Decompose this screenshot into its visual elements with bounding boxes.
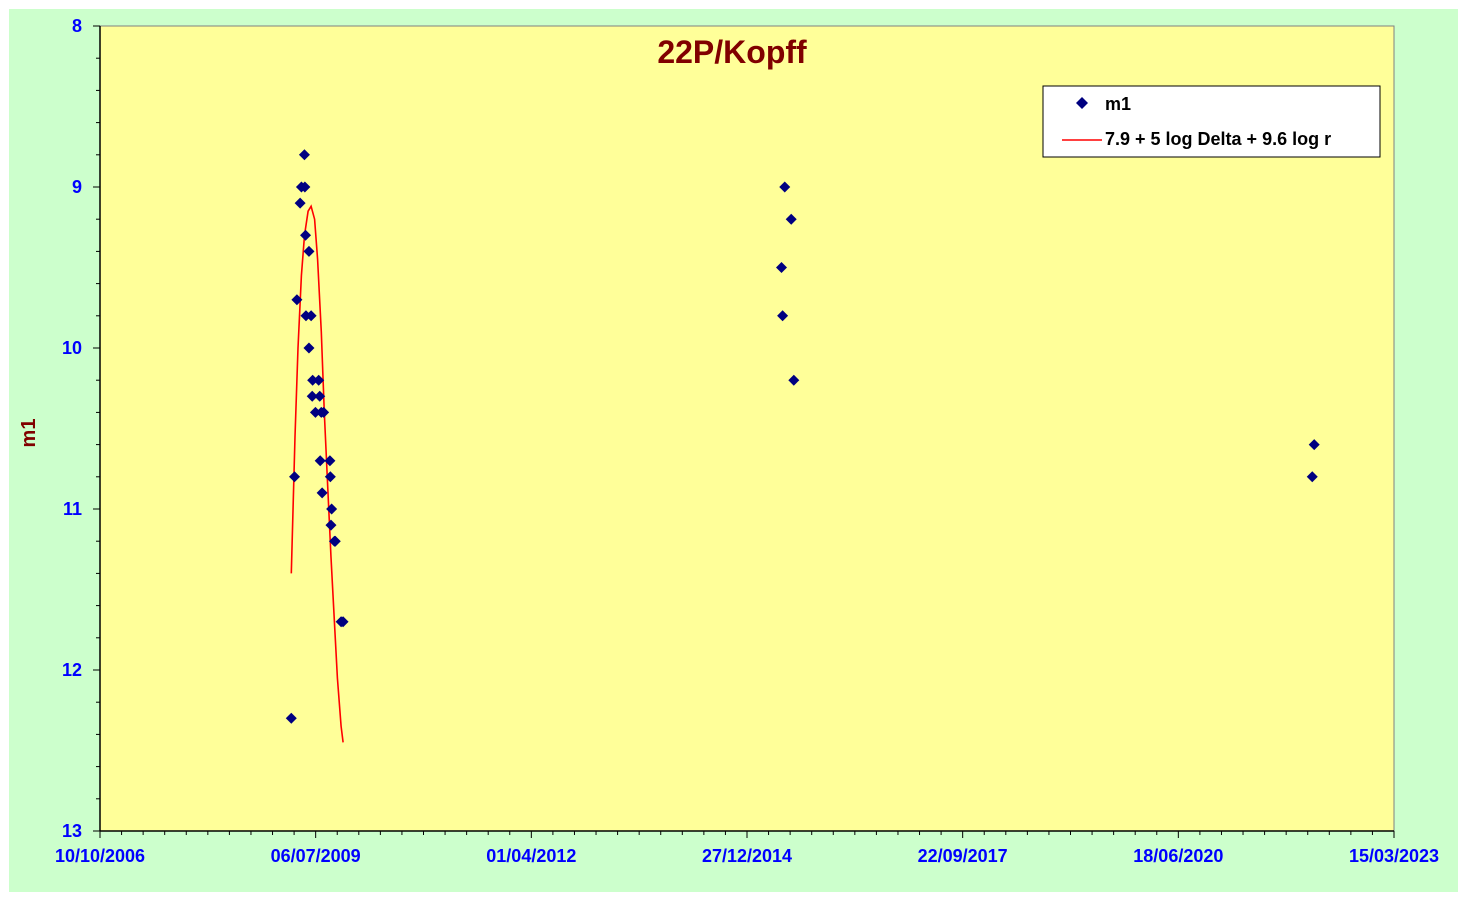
x-tick-label: 18/06/2020 <box>1133 846 1223 866</box>
data-point <box>289 471 301 483</box>
data-point <box>318 406 330 418</box>
data-point <box>303 342 315 354</box>
data-point <box>326 503 338 515</box>
data-point <box>329 535 341 547</box>
data-point <box>337 616 349 628</box>
x-ticks: 10/10/2006 06/07/2009 01/04/2012 27/12/2014… <box>55 831 1439 866</box>
data-point <box>285 712 297 724</box>
data-point <box>291 294 303 306</box>
data-point <box>314 455 326 467</box>
x-tick-label: 15/03/2023 <box>1349 846 1439 866</box>
x-tick-label: 06/07/2009 <box>271 846 361 866</box>
y-tick-label: 10 <box>62 338 82 358</box>
legend-label-m1: m1 <box>1105 94 1131 114</box>
data-point <box>788 374 800 386</box>
data-point <box>785 213 797 225</box>
y-axis-label: m1 <box>18 419 40 448</box>
y-tick-label: 11 <box>63 499 82 519</box>
data-point <box>313 374 325 386</box>
data-point <box>305 310 317 322</box>
data-point <box>299 181 311 193</box>
legend: m1 7.9 + 5 log Delta + 9.6 log r <box>1042 85 1381 158</box>
y-tick-label: 12 <box>62 660 82 680</box>
data-point <box>779 181 791 193</box>
x-tick-label: 22/09/2017 <box>918 846 1008 866</box>
data-point <box>1308 439 1320 451</box>
y-ticks: 8 9 10 11 12 13 <box>62 16 100 841</box>
data-point <box>316 487 328 499</box>
x-tick-label: 10/10/2006 <box>55 846 145 866</box>
legend-box <box>1042 85 1381 158</box>
data-point <box>314 390 326 402</box>
data-point <box>777 310 789 322</box>
data-point <box>776 262 788 273</box>
legend-marker-m1 <box>1076 97 1088 109</box>
data-point <box>324 471 336 483</box>
points-layer <box>285 149 1320 724</box>
x-tick-label: 01/04/2012 <box>486 846 576 866</box>
y-tick-label: 13 <box>62 821 82 841</box>
y-tick-label: 9 <box>72 177 82 197</box>
x-tick-label: 27/12/2014 <box>702 846 792 866</box>
data-point <box>307 374 319 386</box>
legend-label-curve: 7.9 + 5 log Delta + 9.6 log r <box>1105 129 1331 149</box>
plot-area <box>99 25 1395 832</box>
data-point <box>303 245 315 257</box>
data-point <box>309 406 321 418</box>
data-point <box>1306 471 1318 483</box>
data-point <box>324 455 336 467</box>
data-point <box>306 390 318 402</box>
chart-title: 22P/Kopff <box>657 34 807 70</box>
data-point <box>300 229 312 241</box>
data-point <box>294 197 306 209</box>
y-tick-label: 8 <box>72 16 82 36</box>
data-point <box>298 149 310 161</box>
data-point <box>325 519 337 531</box>
